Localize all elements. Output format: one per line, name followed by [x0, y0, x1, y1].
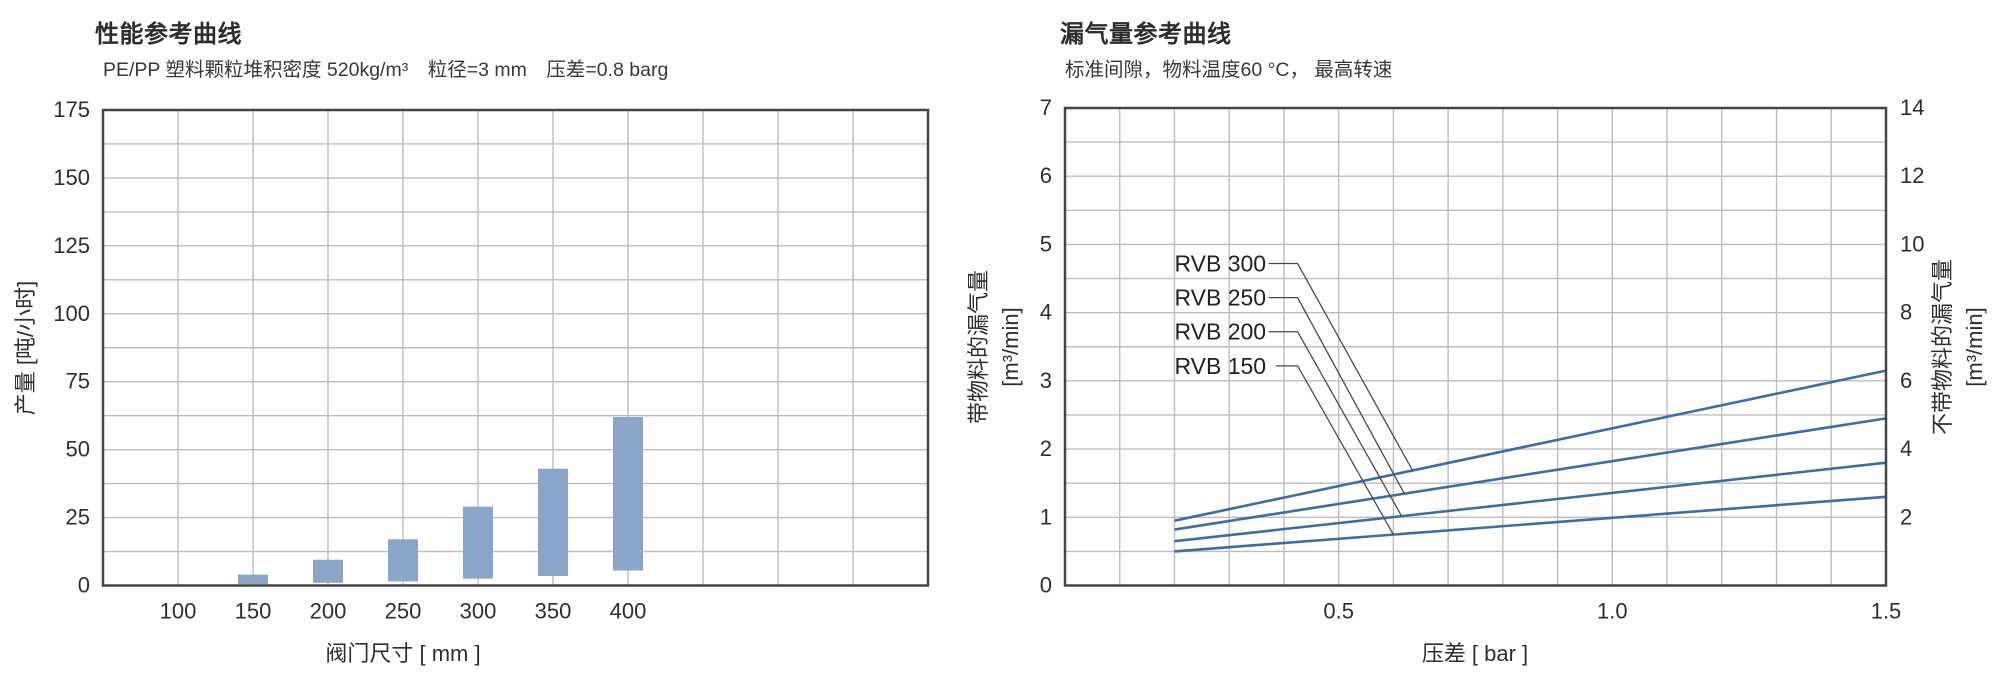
x-tick-labels: 0.5 1.0 1.5 — [1323, 599, 1901, 624]
right-y-tick-label: 14 — [1900, 95, 1924, 120]
y-tick-label: 50 — [66, 437, 90, 462]
plot-border — [1063, 106, 1888, 587]
series-labels: RVB 300 RVB 250 RVB 200 RVB 150 — [1174, 251, 1414, 535]
x-tick-labels: 100 150 200 250 300 350 400 — [160, 599, 647, 624]
leader-line-RVB-150 — [1275, 365, 1394, 535]
x-tick-label: 200 — [310, 599, 347, 624]
x-tick-label: 350 — [535, 599, 572, 624]
performance-y-axis-title: 产量 [吨/小时] — [13, 281, 38, 415]
performance-x-axis-title: 阀门尺寸 [ mm ] — [325, 641, 480, 666]
gridlines — [103, 110, 928, 586]
x-tick-label: 0.5 — [1323, 599, 1354, 624]
leakage-right-y-axis-title: 不带物料的漏气量 — [1930, 259, 1955, 435]
left-y-tick-label: 5 — [1040, 231, 1052, 256]
series-label-RVB-250: RVB 250 — [1174, 285, 1266, 311]
throughput-bars — [238, 417, 643, 585]
left-y-tick-label: 6 — [1040, 163, 1052, 188]
left-y-tick-label: 1 — [1040, 504, 1052, 529]
leakage-series — [1174, 369, 1887, 553]
left-y-tick-labels: 0 1 2 3 4 5 6 7 — [1040, 95, 1052, 598]
right-y-tick-label: 2 — [1900, 504, 1912, 529]
x-tick-label: 1.0 — [1597, 599, 1628, 624]
leakage-right-y-axis-unit: [m³/min] — [1962, 307, 1987, 386]
bar-300 — [463, 506, 493, 579]
plot-border — [101, 108, 930, 587]
performance-chart-title: 性能参考曲线 — [95, 20, 242, 48]
leakage-x-axis-title: 压差 [ bar ] — [1422, 641, 1528, 666]
performance-chart-subtitle: PE/PP 塑料颗粒堆积密度 520kg/m³ 粒径=3 mm 压差=0.8 b… — [103, 59, 668, 81]
y-tick-label: 125 — [53, 233, 90, 258]
leader-line-RVB-300 — [1268, 262, 1414, 471]
gridlines — [1065, 108, 1886, 586]
series-line-RVB-250 — [1174, 417, 1887, 531]
y-tick-label: 0 — [78, 573, 90, 598]
right-y-tick-label: 8 — [1900, 300, 1912, 325]
x-tick-label: 400 — [610, 599, 647, 624]
right-y-tick-label: 10 — [1900, 231, 1924, 256]
bar-150 — [238, 574, 268, 585]
leader-line-RVB-250 — [1268, 296, 1405, 494]
bar-250 — [388, 539, 418, 582]
left-y-tick-label: 0 — [1040, 573, 1052, 598]
left-y-tick-label: 7 — [1040, 95, 1052, 120]
leakage-left-y-axis-unit: [m³/min] — [998, 307, 1023, 386]
bar-400 — [613, 417, 643, 571]
series-label-RVB-150: RVB 150 — [1174, 353, 1266, 379]
x-tick-label: 150 — [235, 599, 272, 624]
right-y-tick-label: 4 — [1900, 436, 1912, 461]
series-label-RVB-300: RVB 300 — [1174, 251, 1266, 277]
y-tick-label: 100 — [53, 301, 90, 326]
y-tick-labels: 0 25 50 75 100 125 150 175 — [53, 97, 90, 598]
y-tick-label: 150 — [53, 165, 90, 190]
performance-bar-plot: 100 150 200 250 300 350 400 0 25 50 75 100 125 150 175 — [53, 97, 930, 624]
left-y-tick-label: 2 — [1040, 436, 1052, 461]
bar-200 — [313, 559, 343, 583]
y-tick-label: 75 — [66, 369, 90, 394]
right-y-tick-label: 12 — [1900, 163, 1924, 188]
leader-line-RVB-200 — [1268, 331, 1403, 517]
x-tick-label: 250 — [385, 599, 422, 624]
y-tick-label: 175 — [53, 97, 90, 122]
x-tick-label: 300 — [460, 599, 497, 624]
series-line-RVB-150 — [1174, 495, 1887, 553]
series-line-RVB-200 — [1174, 461, 1887, 543]
x-tick-label: 100 — [160, 599, 197, 624]
leakage-chart-title: 漏气量参考曲线 — [1060, 20, 1232, 48]
right-y-tick-labels: 2 4 6 8 10 12 14 — [1900, 95, 1924, 529]
series-label-RVB-200: RVB 200 — [1174, 319, 1266, 345]
series-line-RVB-300 — [1174, 369, 1887, 522]
left-y-tick-label: 4 — [1040, 300, 1052, 325]
leakage-left-y-axis-title: 带物料的漏气量 — [966, 270, 991, 424]
leakage-chart-subtitle: 标准间隙，物料温度60 °C， 最高转速 — [1065, 59, 1392, 81]
x-tick-label: 1.5 — [1871, 599, 1902, 624]
y-tick-label: 25 — [66, 505, 90, 530]
right-y-tick-label: 6 — [1900, 368, 1912, 393]
left-y-tick-label: 3 — [1040, 368, 1052, 393]
bar-350 — [538, 468, 568, 576]
